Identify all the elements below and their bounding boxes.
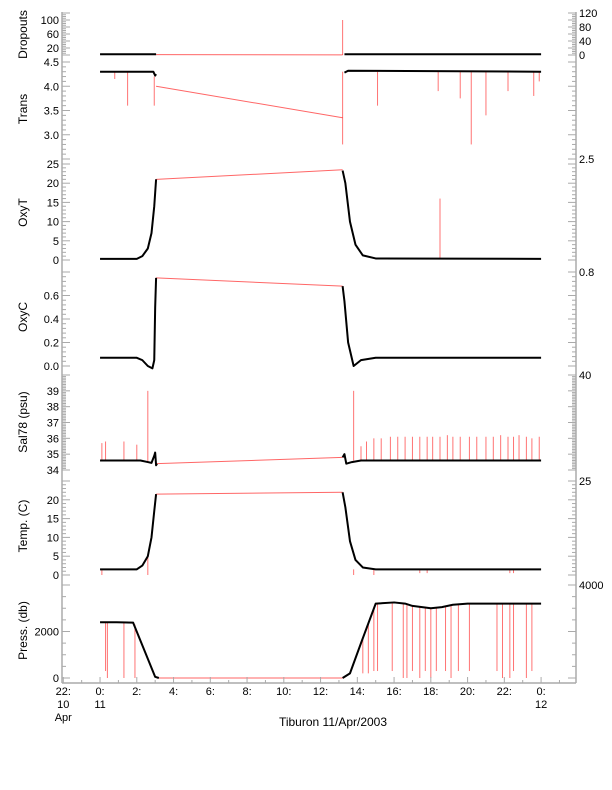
x-tick-label: 11 — [94, 699, 105, 711]
y-tick-label: 4000 — [579, 580, 603, 592]
x-tick-label: 0: — [536, 686, 545, 698]
y-tick-label: 15 — [47, 514, 59, 526]
y-tick-label: 37 — [47, 418, 59, 430]
chart-panels: 020406080100120Dropouts2.53.03.54.04.5Tr… — [16, 8, 603, 685]
y-tick-label: 0 — [579, 50, 585, 62]
y-tick-label: 0.2 — [44, 338, 59, 350]
y-axis-label-trans: Trans — [16, 94, 30, 124]
data-series-line — [343, 602, 541, 678]
panel-press: 0 2000 4000 Press. (db) — [16, 578, 603, 685]
y-tick-label: 20 — [47, 178, 59, 190]
y-axis-label-temp: Temp. (C) — [16, 500, 30, 553]
y-tick-label: 36 — [47, 433, 59, 445]
y-tick-label: 60 — [47, 29, 59, 41]
interpolated-gap-line — [156, 278, 343, 286]
y-tick-label: 20 — [47, 43, 59, 55]
y-tick-label: 0 — [53, 255, 59, 267]
y-tick-label: 39 — [47, 386, 59, 398]
y-tick-label: 3.0 — [44, 130, 59, 142]
y-tick-label: 34 — [47, 465, 59, 477]
y-tick-label: 40 — [579, 370, 591, 382]
data-series-line — [344, 71, 541, 73]
x-tick-label: 4: — [169, 686, 178, 698]
y-tick-label: 120 — [579, 8, 597, 20]
y-tick-label: 0.6 — [44, 291, 59, 303]
x-tick-label: 6: — [206, 686, 215, 698]
y-tick-label: 35 — [47, 449, 59, 461]
x-tick-label: 16: — [386, 686, 401, 698]
x-tick-label: 22: — [497, 686, 512, 698]
y-tick-label: 40 — [579, 36, 591, 48]
y-axis-label-press: Press. (db) — [16, 601, 30, 660]
y-tick-label: 5 — [53, 236, 59, 248]
y-tick-label: 38 — [47, 402, 59, 414]
interpolated-gap-line — [156, 86, 343, 118]
x-tick-label: 22: — [56, 686, 71, 698]
x-tick-label: 20: — [460, 686, 475, 698]
y-axis-label-oxyt: OxyT — [16, 198, 30, 227]
panel-trans: 2.5 3.0 3.5 4.0 4.5 Trans — [16, 57, 594, 166]
data-series-line — [100, 622, 159, 678]
y-axis-label-dropouts: Dropouts — [16, 10, 30, 59]
data-series-line — [343, 454, 541, 464]
y-tick-label: 0 — [53, 570, 59, 582]
interpolated-gap-line — [157, 457, 343, 463]
data-series-line — [100, 494, 156, 569]
y-tick-label: 0.0 — [44, 361, 59, 373]
y-tick-label: 4.0 — [44, 81, 59, 93]
y-tick-label: 15 — [47, 197, 59, 209]
y-tick-label: 0 — [53, 673, 59, 685]
y-tick-label: 10 — [47, 532, 59, 544]
x-tick-label: 0: — [95, 686, 104, 698]
data-series-line — [100, 278, 156, 368]
x-tick-label: 8: — [242, 686, 251, 698]
y-axis-label-sal: Sal78 (psu) — [16, 391, 30, 452]
panel-sal: 34 35 36 37 38 39 40 Sal78 (psu) — [16, 370, 591, 477]
x-tick-label: 2: — [132, 686, 141, 698]
panel-oxyc: 0.0 0.2 0.4 0.6 0.8 OxyC — [16, 264, 594, 373]
y-tick-label: 10 — [47, 217, 59, 229]
x-tick-label: 18: — [423, 686, 438, 698]
y-tick-label: 0.8 — [579, 267, 594, 279]
x-tick-label: 10 — [57, 699, 69, 711]
y-tick-label: 2.5 — [579, 154, 594, 166]
x-tick-label: 12: — [313, 686, 328, 698]
x-tick-label: 14: — [350, 686, 365, 698]
y-axis-label-oxyc: OxyC — [16, 302, 30, 332]
y-tick-label: 2000 — [35, 627, 59, 639]
y-tick-label: 80 — [579, 22, 591, 34]
interpolated-gap-line — [156, 170, 343, 180]
y-tick-label: 0.4 — [44, 314, 59, 326]
y-tick-label: 5 — [53, 551, 59, 563]
panel-oxyt: 0 5 10 15 20 25 OxyT — [16, 159, 576, 267]
y-tick-label: 25 — [579, 476, 591, 488]
x-tick-label: 12 — [535, 699, 547, 711]
data-series-line — [343, 171, 541, 259]
panel-temp: 0 5 10 15 20 25 Temp. (C) — [16, 474, 591, 582]
data-series-line — [343, 492, 541, 569]
x-tick-label: 10: — [276, 686, 291, 698]
y-tick-label: 100 — [41, 15, 59, 27]
y-tick-label: 20 — [47, 495, 59, 507]
x-tick-label: Apr — [55, 712, 72, 724]
y-tick-label: 3.5 — [44, 106, 59, 118]
data-series-line — [343, 286, 541, 366]
data-series-line — [100, 453, 157, 466]
interpolated-gap-line — [156, 492, 343, 494]
panel-dropouts: 0 20 40 60 80 100 120 Dropouts — [16, 8, 597, 62]
y-tick-label: 25 — [47, 159, 59, 171]
x-axis-title: Tiburon 11/Apr/2003 — [279, 715, 387, 729]
y-tick-label: 4.5 — [44, 57, 59, 69]
data-series-line — [100, 179, 156, 258]
